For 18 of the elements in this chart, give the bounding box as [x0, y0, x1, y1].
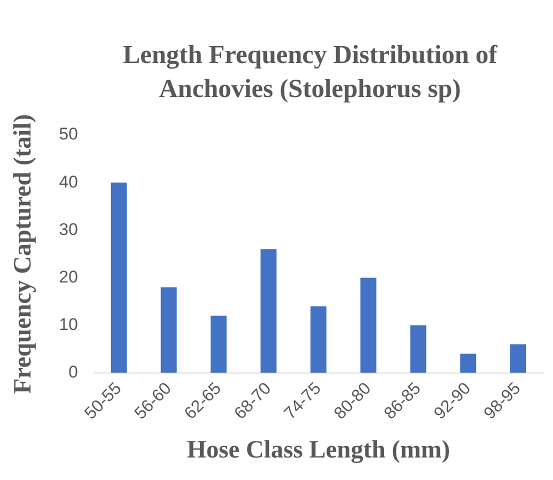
y-axis-title: Frequency Captured (tail): [9, 114, 36, 394]
y-tick-label: 40: [58, 172, 78, 192]
y-tick-label: 10: [58, 314, 78, 334]
bar: [110, 182, 127, 373]
y-tick-label: 30: [58, 220, 78, 239]
chart-title: Length Frequency Distribution of Anchovies (Stolephorus sp): [122, 39, 498, 105]
bar: [410, 325, 426, 373]
bar: [510, 344, 526, 373]
y-tick-label: 50: [58, 124, 78, 144]
y-tick-label: 0: [68, 362, 78, 382]
bar: [160, 287, 177, 373]
bar: [460, 354, 476, 373]
bar: [260, 249, 277, 373]
y-tick-label: 20: [58, 267, 78, 286]
bar: [360, 278, 376, 373]
bar: [310, 306, 326, 373]
x-axis-title: Hose Class Length (mm): [186, 436, 450, 464]
bar: [210, 316, 227, 373]
